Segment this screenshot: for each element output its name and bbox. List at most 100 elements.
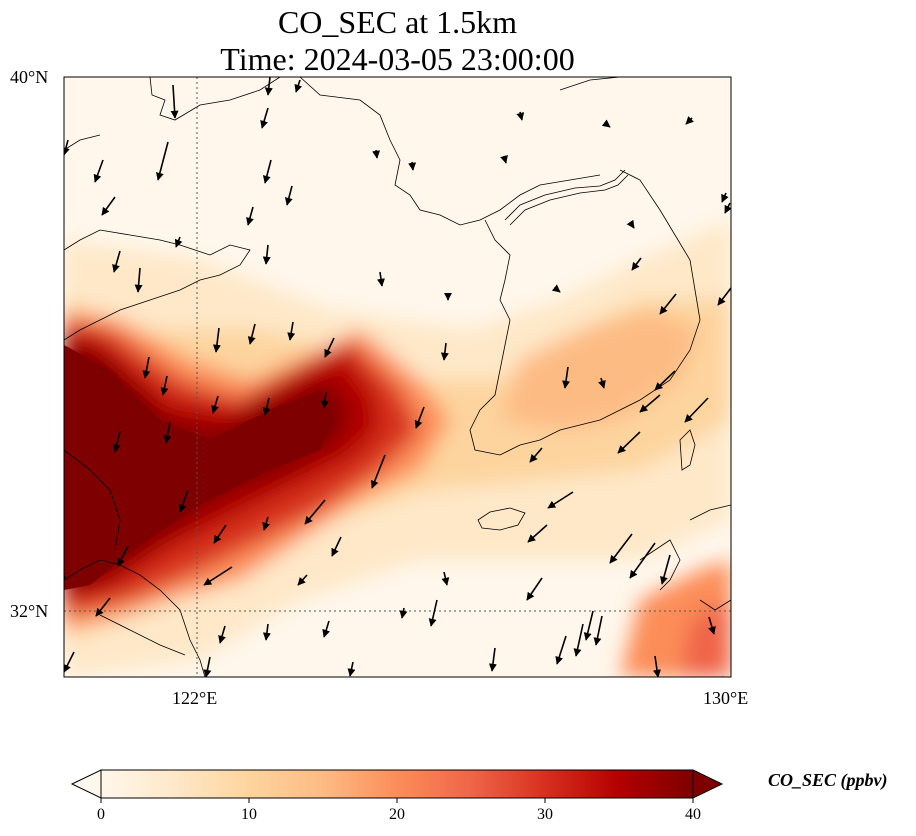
colorbar-extend-low: [70, 769, 102, 799]
wind-arrow: [212, 327, 221, 353]
wind-arrow: [631, 257, 642, 271]
concentration-field: [64, 77, 731, 677]
wind-arrow: [324, 337, 335, 358]
wind-vectors: [64, 77, 731, 677]
map-title-line1: CO_SEC at 1.5km: [277, 4, 518, 40]
wind-arrow: [294, 79, 303, 93]
wind-arrow: [297, 574, 308, 586]
colorbar-tick-20: 20: [389, 806, 405, 823]
wind-arrow: [264, 77, 273, 96]
wind-arrow: [260, 107, 269, 129]
colorbar-gradient: [101, 770, 693, 798]
lat-label-40: 40°N: [10, 67, 49, 87]
gridlines: [64, 77, 731, 677]
wind-arrow: [660, 554, 671, 585]
wind-arrow: [516, 111, 525, 121]
wind-arrow: [101, 196, 116, 216]
wind-arrow: [408, 161, 417, 171]
wind-arrow: [218, 625, 226, 644]
wind-arrow: [526, 577, 543, 601]
wind-arrow: [322, 620, 330, 638]
wind-arrow: [654, 370, 676, 391]
wind-arrow: [320, 391, 329, 409]
wind-arrow: [626, 219, 635, 229]
lon-label-130: 130°E: [703, 688, 749, 708]
colorbar-extend-high: [692, 769, 724, 799]
map-frame: [63, 76, 732, 678]
wind-arrow: [721, 192, 729, 203]
wind-arrow: [601, 119, 611, 128]
wind-arrow: [247, 323, 256, 345]
wind-arrow: [112, 250, 121, 273]
wind-arrow: [562, 366, 570, 389]
wind-arrow: [246, 206, 254, 226]
wind-arrow: [178, 489, 189, 513]
colorbar-tick-30: 30: [537, 806, 553, 823]
colorbar-tick-10: 10: [241, 806, 257, 823]
wind-arrow: [573, 623, 584, 657]
wind-arrow: [629, 542, 656, 579]
wind-arrow: [370, 454, 386, 489]
wind-arrow: [441, 571, 450, 586]
wind-arrow: [262, 623, 271, 641]
wind-arrow: [170, 84, 179, 119]
wind-arrow: [64, 651, 75, 673]
wind-arrow: [428, 599, 438, 627]
wind-arrow: [583, 610, 594, 641]
wind-arrow: [117, 545, 129, 567]
wind-arrow: [399, 607, 408, 619]
wind-arrow: [287, 321, 296, 341]
wind-arrow: [653, 655, 661, 677]
wind-arrow: [347, 661, 356, 677]
wind-arrow: [551, 284, 561, 293]
wind-arrow: [500, 154, 508, 164]
wind-arrow: [598, 377, 606, 389]
wind-arrow: [609, 533, 633, 564]
wind-arrow: [213, 524, 227, 544]
wind-arrow: [203, 656, 212, 677]
wind-arrow: [659, 293, 677, 315]
wind-arrow: [304, 499, 326, 525]
wind-arrow: [593, 615, 603, 646]
colorbar-tick-40: 40: [685, 806, 701, 823]
wind-arrow: [134, 267, 143, 293]
map-title-line2: Time: 2024-03-05 23:00:00: [220, 41, 575, 77]
coastlines: [64, 77, 731, 677]
wind-arrow: [262, 159, 272, 184]
wind-arrow: [708, 616, 716, 635]
wind-arrow: [112, 430, 121, 453]
wind-arrow: [639, 394, 661, 413]
colorbar-tick-0: 0: [97, 806, 105, 823]
wind-arrow: [284, 185, 293, 206]
wind-arrow: [685, 116, 694, 125]
wind-arrow: [211, 395, 219, 414]
wind-arrow: [174, 236, 183, 248]
wind-arrow: [93, 159, 104, 183]
colorbar: [70, 769, 724, 803]
wind-arrow: [529, 447, 543, 463]
wind-arrow: [262, 397, 271, 416]
wind-arrow: [527, 524, 548, 543]
wind-arrow: [163, 421, 172, 444]
wind-arrow: [617, 431, 641, 454]
wind-arrow: [372, 149, 381, 159]
wind-arrow: [64, 139, 70, 156]
wind-arrow: [262, 516, 270, 531]
wind-arrow: [142, 356, 151, 379]
wind-arrow: [555, 635, 567, 665]
wind-arrow: [684, 397, 709, 423]
wind-arrow: [414, 406, 425, 429]
wind-arrow: [717, 287, 731, 306]
wind-arrow: [488, 647, 497, 672]
wind-arrow: [547, 491, 574, 509]
wind-arrow: [203, 566, 233, 586]
wind-arrow: [724, 202, 731, 214]
wind-arrow: [160, 375, 169, 396]
wind-arrow: [331, 536, 342, 557]
wind-arrow: [440, 342, 449, 361]
lat-label-32: 32°N: [10, 601, 49, 621]
wind-arrow: [377, 271, 385, 287]
wind-arrow: [262, 244, 271, 265]
wind-arrow: [155, 141, 169, 181]
